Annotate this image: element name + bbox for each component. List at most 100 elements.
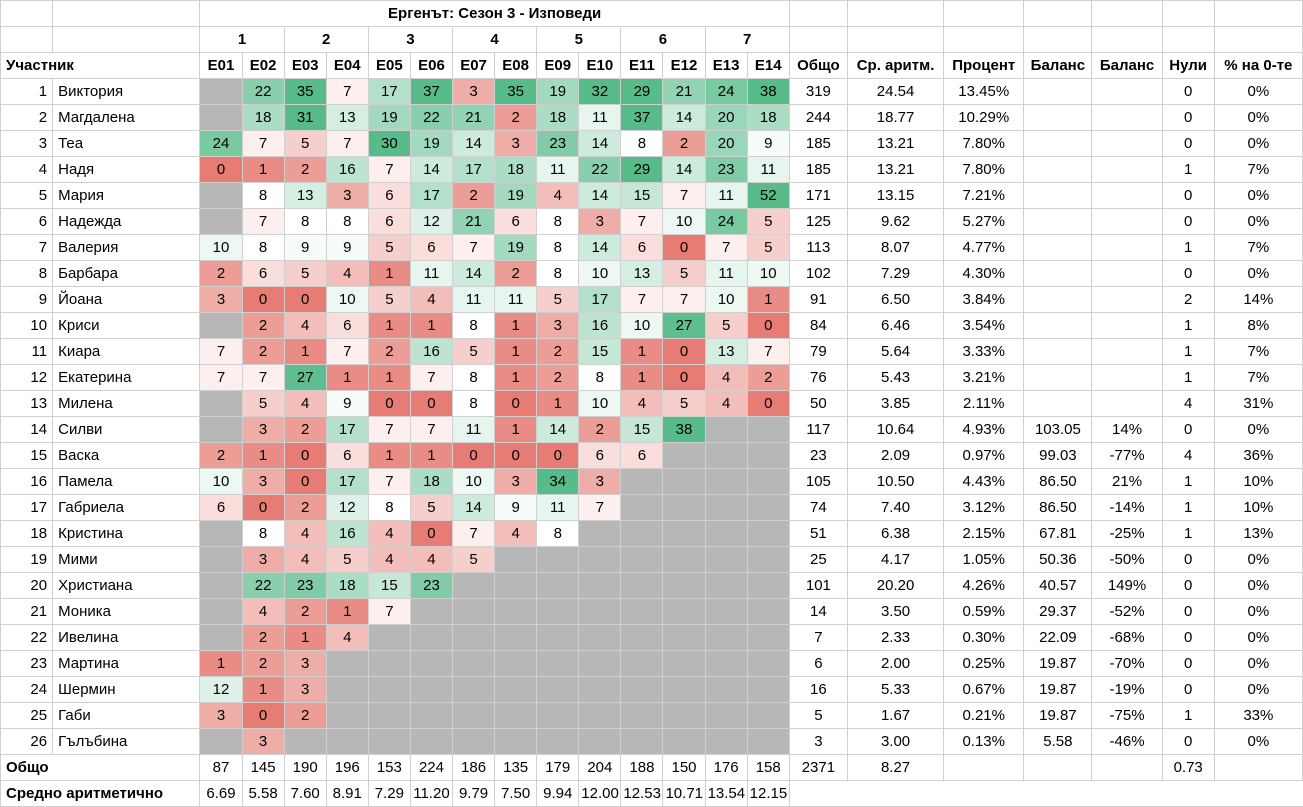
episode-cell[interactable]: 14 [451,260,496,287]
total-cell[interactable]: 185 [788,156,848,183]
row-number[interactable]: 2 [0,104,54,131]
participant-name[interactable]: Милена [52,390,201,417]
episode-cell[interactable]: 0 [241,286,285,313]
episode-cell[interactable]: 6 [494,208,538,235]
empty-cell[interactable] [943,754,1025,781]
episode-total[interactable]: 176 [704,754,748,781]
episode-cell[interactable]: 37 [409,78,454,105]
empty-cell[interactable] [846,26,945,53]
episode-cell[interactable]: 7 [367,598,411,625]
balance-pct-cell[interactable] [1091,208,1163,235]
episode-cell[interactable]: 20 [704,104,748,131]
row-number[interactable]: 15 [0,442,54,469]
episode-cell[interactable] [451,624,496,651]
episode-cell[interactable]: 11 [704,182,748,209]
mean-cell[interactable]: 6.50 [846,286,945,313]
episode-cell[interactable]: 15 [620,416,664,443]
episode-cell[interactable]: 9 [283,234,327,261]
empty-cell[interactable] [846,0,945,27]
participant-name[interactable]: Кристина [52,520,201,547]
episode-cell[interactable] [704,728,748,755]
episode-cell[interactable]: 5 [367,234,411,261]
episode-cell[interactable]: 2 [578,416,622,443]
episode-cell[interactable]: 12 [325,494,369,521]
episode-cell[interactable]: 14 [451,494,496,521]
zeros-cell[interactable]: 1 [1161,312,1215,339]
header-participant[interactable]: Участник [0,52,201,79]
episode-cell[interactable]: 5 [451,338,496,365]
total-cell[interactable]: 23 [788,442,848,469]
participant-name[interactable]: Йоана [52,286,201,313]
totals-label[interactable]: Общо [0,754,201,781]
zeros-cell[interactable]: 1 [1161,156,1215,183]
zeros-cell[interactable]: 0 [1161,208,1215,235]
episode-cell[interactable]: 18 [536,104,580,131]
episode-cell[interactable]: 2 [241,650,285,677]
episode-cell[interactable]: 2 [451,182,496,209]
episode-cell[interactable]: 3 [451,78,496,105]
zero-pct-cell[interactable]: 0% [1213,676,1303,703]
episode-cell[interactable] [662,624,706,651]
zeros-cell[interactable]: 0 [1161,624,1215,651]
total-cell[interactable]: 185 [788,130,848,157]
episode-cell[interactable]: 0 [662,338,706,365]
episode-cell[interactable]: 7 [409,364,454,391]
episode-cell[interactable] [704,624,748,651]
episode-cell[interactable]: 7 [325,338,369,365]
episode-cell[interactable]: 14 [662,156,706,183]
episode-cell[interactable]: 0 [746,390,790,417]
episode-cell[interactable]: 37 [620,104,664,131]
episode-cell[interactable]: 2 [283,156,327,183]
mean-cell[interactable]: 24.54 [846,78,945,105]
mean-cell[interactable]: 8.07 [846,234,945,261]
row-number[interactable]: 26 [0,728,54,755]
total-cell[interactable]: 14 [788,598,848,625]
empty-cell[interactable] [1161,0,1215,27]
balance-pct-cell[interactable]: -50% [1091,546,1163,573]
zero-pct-cell[interactable]: 7% [1213,234,1303,261]
episode-cell[interactable]: 11 [536,494,580,521]
episode-cell[interactable]: 38 [662,416,706,443]
episode-cell[interactable] [451,598,496,625]
participant-name[interactable]: Надежда [52,208,201,235]
row-number[interactable]: 8 [0,260,54,287]
episode-cell[interactable]: 1 [241,676,285,703]
episode-total[interactable]: 179 [536,754,580,781]
zero-pct-cell[interactable]: 10% [1213,494,1303,521]
episode-cell[interactable]: 0 [662,234,706,261]
episode-cell[interactable]: 4 [283,390,327,417]
episode-cell[interactable]: 21 [451,104,496,131]
header-episode[interactable]: E02 [241,52,285,79]
episode-cell[interactable]: 1 [367,260,411,287]
episode-total[interactable]: 158 [746,754,790,781]
episode-cell[interactable] [746,572,790,599]
empty-cell[interactable] [0,26,54,53]
percent-cell[interactable]: 2.15% [943,520,1025,547]
episode-average[interactable]: 7.29 [367,780,411,807]
episode-cell[interactable]: 34 [536,468,580,495]
episode-cell[interactable]: 13 [620,260,664,287]
mean-cell[interactable]: 3.85 [846,390,945,417]
episode-cell[interactable]: 8 [241,520,285,547]
episode-cell[interactable] [620,546,664,573]
percent-cell[interactable]: 3.12% [943,494,1025,521]
participant-name[interactable]: Виктория [52,78,201,105]
episode-cell[interactable]: 0 [241,702,285,729]
zeros-cell[interactable]: 0 [1161,676,1215,703]
episode-cell[interactable]: 8 [325,208,369,235]
row-number[interactable]: 18 [0,520,54,547]
episode-cell[interactable] [578,728,622,755]
episode-cell[interactable]: 5 [451,546,496,573]
episode-cell[interactable]: 3 [241,416,285,443]
episode-cell[interactable] [578,546,622,573]
episode-total[interactable]: 135 [494,754,538,781]
row-number[interactable]: 16 [0,468,54,495]
balance-cell[interactable] [1023,338,1093,365]
empty-cell[interactable] [788,26,848,53]
total-cell[interactable]: 5 [788,702,848,729]
episode-cell[interactable] [409,624,454,651]
episode-cell[interactable]: 13 [704,338,748,365]
participant-name[interactable]: Габриела [52,494,201,521]
header-episode[interactable]: E05 [367,52,411,79]
episode-cell[interactable]: 13 [283,182,327,209]
